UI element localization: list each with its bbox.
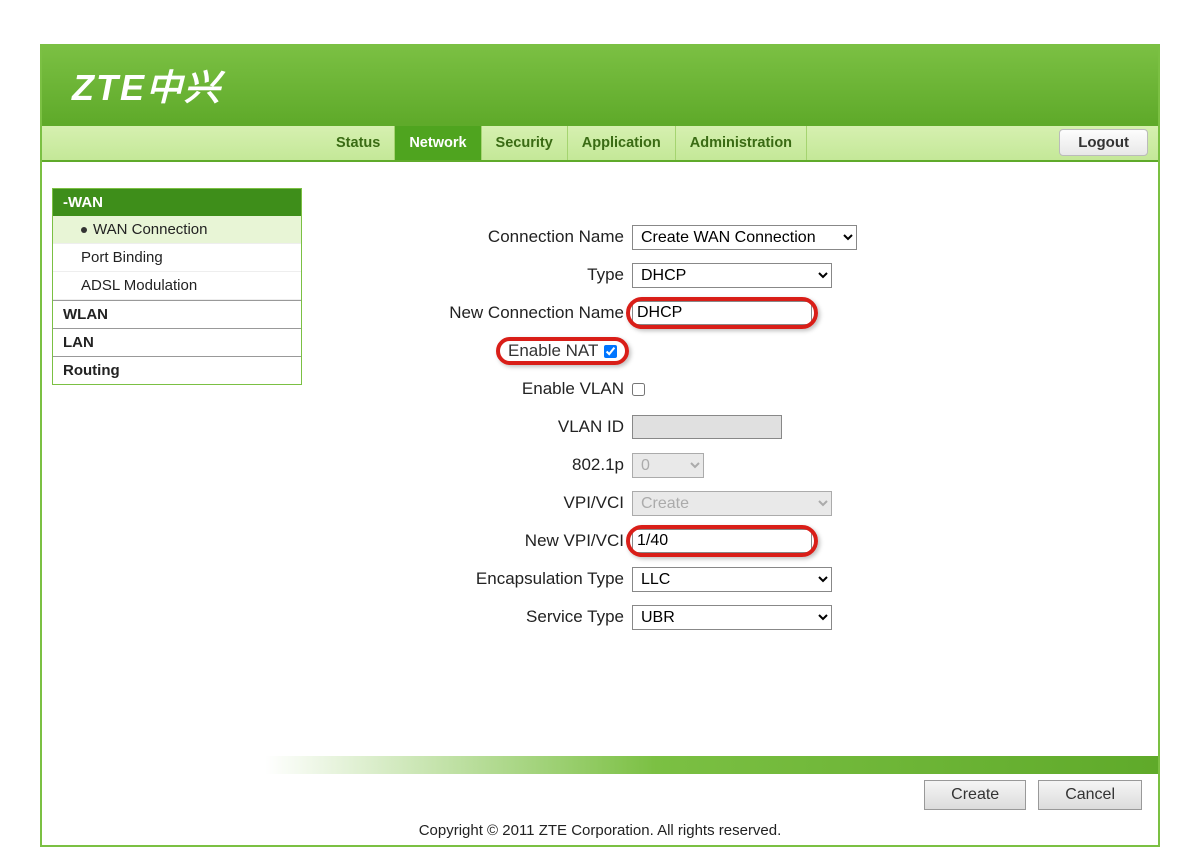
tab-administration[interactable]: Administration — [676, 126, 807, 160]
sidebar-item-adsl-modulation[interactable]: ADSL Modulation — [53, 272, 301, 300]
label-vpi-vci: VPI/VCI — [342, 493, 632, 513]
select-vpi-vci: Create — [632, 491, 832, 516]
tab-security[interactable]: Security — [482, 126, 568, 160]
row-vpi-vci: VPI/VCI Create — [342, 488, 1118, 518]
sidebar-header-wan[interactable]: -WAN — [53, 189, 301, 216]
select-type[interactable]: DHCP — [632, 263, 832, 288]
input-new-connection-name[interactable] — [632, 301, 812, 325]
select-encapsulation-type[interactable]: LLC — [632, 567, 832, 592]
logo: ZTE中兴 — [72, 59, 222, 111]
tab-status[interactable]: Status — [322, 126, 395, 160]
button-row: Create Cancel — [42, 774, 1158, 816]
tab-network[interactable]: Network — [395, 126, 481, 160]
copyright-text: Copyright © 2011 ZTE Corporation. All ri… — [42, 816, 1158, 845]
app-root: ZTE中兴 Status Network Security Applicatio… — [0, 0, 1200, 857]
label-enable-nat: Enable NAT — [508, 341, 598, 361]
highlight-enable-nat: Enable NAT — [502, 341, 623, 361]
checkbox-enable-nat[interactable] — [604, 345, 617, 358]
sidebar-wrap: -WAN WAN Connection Port Binding ADSL Mo… — [42, 162, 302, 755]
input-new-vpi-vci[interactable] — [632, 529, 812, 553]
outer-frame: ZTE中兴 Status Network Security Applicatio… — [40, 44, 1160, 847]
header-band: ZTE中兴 — [42, 46, 1158, 126]
row-enable-vlan: Enable VLAN — [342, 374, 1118, 404]
row-type: Type DHCP — [342, 260, 1118, 290]
cancel-button[interactable]: Cancel — [1038, 780, 1142, 810]
row-new-connection-name: New Connection Name — [342, 298, 1118, 328]
sidebar-item-label: WAN Connection — [93, 221, 208, 238]
bullet-icon — [81, 227, 87, 233]
bottom-block: Create Cancel Copyright © 2011 ZTE Corpo… — [42, 756, 1158, 845]
sidebar-group-wlan[interactable]: WLAN — [53, 300, 301, 328]
row-encapsulation-type: Encapsulation Type LLC — [342, 564, 1118, 594]
highlight-new-vpi-vci — [632, 529, 812, 553]
nav-row: Status Network Security Application Admi… — [42, 126, 1158, 162]
label-new-vpi-vci: New VPI/VCI — [342, 531, 632, 551]
sidebar-item-wan-connection[interactable]: WAN Connection — [53, 216, 301, 244]
sidebar-item-label: ADSL Modulation — [81, 277, 197, 294]
sidebar-item-label: Port Binding — [81, 249, 163, 266]
body-area: -WAN WAN Connection Port Binding ADSL Mo… — [42, 162, 1158, 755]
highlight-new-connection-name — [632, 301, 812, 325]
row-connection-name: Connection Name Create WAN Connection — [342, 222, 1118, 252]
select-connection-name[interactable]: Create WAN Connection — [632, 225, 857, 250]
select-dot1p: 0 — [632, 453, 704, 478]
label-new-connection-name: New Connection Name — [342, 303, 632, 323]
footer-stripe — [42, 756, 1158, 774]
content: Connection Name Create WAN Connection Ty… — [302, 162, 1158, 755]
label-service-type: Service Type — [342, 607, 632, 627]
row-new-vpi-vci: New VPI/VCI — [342, 526, 1118, 556]
row-dot1p: 802.1p 0 — [342, 450, 1118, 480]
row-vlan-id: VLAN ID — [342, 412, 1118, 442]
tab-application[interactable]: Application — [568, 126, 676, 160]
checkbox-enable-vlan[interactable] — [632, 383, 645, 396]
sidebar-item-port-binding[interactable]: Port Binding — [53, 244, 301, 272]
sidebar: -WAN WAN Connection Port Binding ADSL Mo… — [52, 188, 302, 385]
logout-button[interactable]: Logout — [1059, 129, 1148, 156]
create-button[interactable]: Create — [924, 780, 1026, 810]
label-dot1p: 802.1p — [342, 455, 632, 475]
input-vlan-id — [632, 415, 782, 439]
select-service-type[interactable]: UBR — [632, 605, 832, 630]
label-type: Type — [342, 265, 632, 285]
sidebar-group-lan[interactable]: LAN — [53, 328, 301, 356]
row-service-type: Service Type UBR — [342, 602, 1118, 632]
label-enable-vlan: Enable VLAN — [342, 379, 632, 399]
sidebar-group-routing[interactable]: Routing — [53, 356, 301, 384]
label-encapsulation-type: Encapsulation Type — [342, 569, 632, 589]
row-enable-nat: Enable NAT — [342, 336, 1118, 366]
label-connection-name: Connection Name — [342, 227, 632, 247]
label-vlan-id: VLAN ID — [342, 417, 632, 437]
